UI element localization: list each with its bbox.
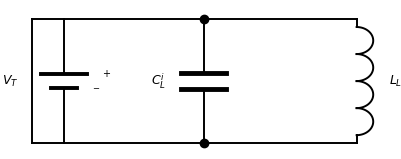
Text: $L_L$: $L_L$ — [389, 74, 401, 89]
Text: $C_L^i$: $C_L^i$ — [151, 71, 166, 91]
Text: $V_T$: $V_T$ — [2, 74, 19, 89]
Text: +: + — [102, 69, 110, 79]
Text: −: − — [92, 84, 99, 93]
